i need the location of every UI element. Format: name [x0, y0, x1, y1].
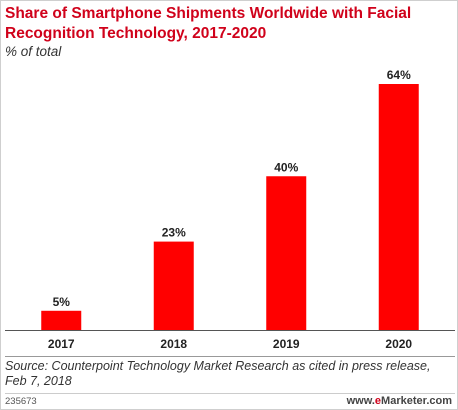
brand-e: e	[374, 395, 382, 407]
bar-2020	[378, 84, 419, 330]
category-label-2017: 2017	[48, 337, 75, 351]
brand-prefix: www.	[346, 395, 375, 407]
footer-divider	[5, 393, 455, 394]
value-label-2018: 23%	[162, 226, 186, 240]
value-label-2017: 5%	[53, 295, 71, 309]
source-note: Source: Counterpoint Technology Market R…	[5, 359, 431, 388]
chart-subtitle: % of total	[5, 44, 62, 59]
bar-2018	[153, 241, 194, 330]
bar-2017	[41, 310, 82, 330]
chart-title: Share of Smartphone Shipments Worldwide …	[5, 5, 412, 42]
brand-domain: .com	[426, 395, 452, 407]
value-label-2019: 40%	[274, 160, 298, 174]
chart-id: 235673	[5, 396, 37, 407]
category-label-2019: 2019	[273, 337, 300, 351]
value-label-2020: 64%	[387, 68, 411, 82]
brand-logo[interactable]: www.eMarketer.com	[347, 395, 452, 407]
brand-name: Marketer	[381, 395, 427, 407]
category-label-2018: 2018	[160, 337, 187, 351]
category-label-2020: 2020	[385, 337, 412, 351]
bar-2019	[266, 176, 307, 330]
source-divider	[5, 356, 455, 357]
